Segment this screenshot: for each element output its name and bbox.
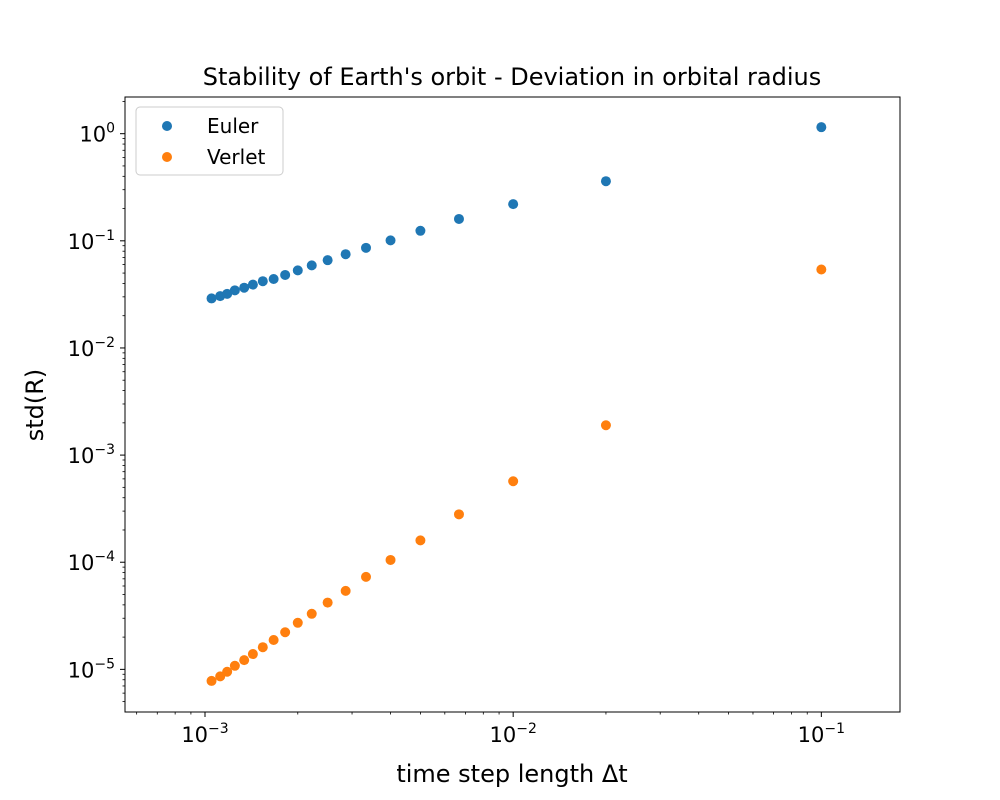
data-point (600, 176, 611, 187)
data-point (453, 213, 464, 224)
data-point (292, 617, 303, 628)
y-tick-label: 10−1 (68, 228, 115, 254)
data-point (247, 649, 258, 660)
chart-title: Stability of Earth's orbit - Deviation i… (203, 63, 821, 91)
y-tick-label: 10−4 (68, 549, 115, 575)
data-point (453, 509, 464, 520)
x-axis-label: time step length Δt (396, 760, 627, 788)
data-point (222, 288, 233, 299)
data-point (322, 597, 333, 608)
data-point (280, 269, 291, 280)
x-tick-label: 10−1 (798, 721, 845, 747)
data-point (322, 255, 333, 266)
data-point (222, 666, 233, 677)
x-tick-label: 10−2 (489, 721, 536, 747)
series-verlet (206, 264, 827, 686)
plot-area (206, 122, 827, 686)
data-point (268, 274, 279, 285)
data-point (239, 282, 250, 293)
data-point (257, 276, 268, 287)
legend: Euler Verlet (135, 106, 284, 176)
data-point (340, 249, 351, 260)
data-point (247, 279, 258, 290)
y-tick-label: 10−5 (68, 656, 115, 682)
data-point (361, 242, 372, 253)
y-tick-label: 10−2 (68, 335, 115, 361)
legend-marker (162, 121, 172, 131)
data-point (340, 585, 351, 596)
y-tick-label: 10−3 (68, 442, 115, 468)
data-point (268, 634, 279, 645)
data-point (292, 265, 303, 276)
legend-marker (162, 152, 172, 162)
x-tick-label: 10−3 (181, 721, 228, 747)
data-point (385, 235, 396, 246)
data-point (280, 627, 291, 638)
data-point (385, 554, 396, 565)
legend-label: Verlet (207, 145, 266, 169)
data-point (415, 225, 426, 236)
y-axis: 10−5 10−4 10−3 10−2 10−1 100 (68, 101, 125, 703)
legend-label: Euler (207, 114, 259, 138)
data-point (361, 571, 372, 582)
data-point (229, 660, 240, 671)
data-point (206, 675, 217, 686)
x-axis: 10−3 10−2 10−1 (136, 712, 845, 747)
axes-frame (124, 96, 901, 713)
data-point (206, 293, 217, 304)
series-euler (206, 122, 827, 304)
data-point (239, 655, 250, 666)
legend-box (135, 106, 284, 176)
data-point (306, 260, 317, 271)
data-point (508, 476, 519, 487)
data-point (816, 264, 827, 275)
y-axis-label: std(R) (21, 369, 49, 442)
data-point (816, 122, 827, 133)
data-point (508, 199, 519, 210)
data-point (306, 608, 317, 619)
y-tick-label: 100 (79, 121, 115, 147)
data-point (229, 285, 240, 296)
data-point (415, 535, 426, 546)
data-point (257, 642, 268, 653)
data-point (600, 420, 611, 431)
